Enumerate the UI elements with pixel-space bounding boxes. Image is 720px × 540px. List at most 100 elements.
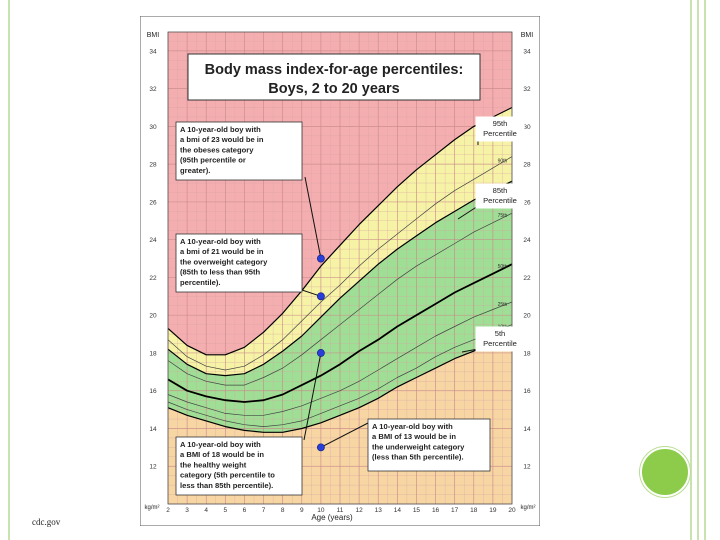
y-tick-label-right: 28 <box>523 162 531 169</box>
annotation-text: greater). <box>180 166 210 175</box>
annotation-text: the underweight category <box>372 442 465 451</box>
y-tick-label-left: 12 <box>149 464 157 471</box>
y-tick-label-right: 12 <box>523 464 531 471</box>
y-tick-label-left: 20 <box>149 313 157 320</box>
x-tick-label: 16 <box>432 507 440 514</box>
percentile-curve-10th <box>167 324 513 427</box>
x-tick-label: 7 <box>262 507 266 514</box>
y-axis-label-left: BMI <box>147 32 160 39</box>
y-tick-label-right: 24 <box>523 237 531 244</box>
y-tick-label-left: 30 <box>149 124 157 131</box>
percentile-callout-text: Percentile <box>483 129 517 138</box>
y-tick-label-left: 34 <box>149 48 157 55</box>
annotation-leader-line <box>304 176 322 259</box>
annotation-leader-line <box>320 422 369 448</box>
x-tick-label: 13 <box>375 507 383 514</box>
x-tick-label: 15 <box>413 507 421 514</box>
y-tick-label-left: 14 <box>149 426 157 433</box>
annotation-box <box>175 121 303 181</box>
annotation-text: a BMI of 13 would be in <box>372 432 456 441</box>
percentile-callout-box <box>475 183 525 209</box>
annotation-text: the overweight category <box>180 257 268 266</box>
annotation-text: (85th to less than 95th <box>180 268 261 277</box>
x-tick-label: 20 <box>508 507 516 514</box>
y-tick-label-left: 24 <box>149 237 157 244</box>
slide-frame-line-2 <box>697 0 699 540</box>
x-tick-label: 9 <box>300 507 304 514</box>
annotation-text: less than 85th percentile). <box>180 481 273 490</box>
x-tick-label: 11 <box>337 507 344 514</box>
y-tick-label-right: 22 <box>523 275 531 282</box>
example-markers <box>316 254 325 452</box>
annotation-text: a bmi of 21 would be in <box>180 247 264 256</box>
percentile-callout-text: Percentile <box>483 339 517 348</box>
plot-border <box>167 31 513 505</box>
x-tick-label: 5 <box>224 507 228 514</box>
y-tick-label-left: 28 <box>149 162 157 169</box>
annotation-text: the obeses category <box>180 145 254 154</box>
y-tick-label-left: 22 <box>149 275 157 282</box>
percentile-callout-text: 95th <box>493 119 508 128</box>
y-tick-label-right: 26 <box>523 199 531 206</box>
example-marker-point <box>316 254 325 263</box>
percentile-curve-25th <box>167 301 513 416</box>
percentile-callout-box <box>475 326 525 352</box>
annotation-text: a BMI of 18 would be in <box>180 450 264 459</box>
annotation-text: (less than 5th percentile). <box>372 453 464 462</box>
x-tick-label: 19 <box>489 507 497 514</box>
percentile-callout-text: Percentile <box>483 196 517 205</box>
x-tick-label: 17 <box>451 507 459 514</box>
curve-label: 25th <box>498 302 508 308</box>
percentile-curve-50th <box>167 263 513 403</box>
annotation-text: a bmi of 23 would be in <box>180 135 264 144</box>
y-tick-label-right: 30 <box>523 124 531 131</box>
slide-frame-line-left <box>8 0 10 540</box>
curve-label: 90th <box>498 158 508 164</box>
chart-subtitle: Boys, 2 to 20 years <box>268 81 399 97</box>
slide-nav-dot[interactable] <box>640 447 690 497</box>
annotation-box <box>175 436 303 496</box>
percentile-curve-5th <box>167 335 513 433</box>
percentile-curve-95th <box>167 106 513 356</box>
percentile-callout-text: 5th <box>495 329 506 338</box>
annotation-text: A 10-year-old boy with <box>180 237 261 246</box>
percentile-leader-line <box>457 205 479 220</box>
title-box: Body mass index-for-age percentiles: Boy… <box>187 53 481 101</box>
x-tick-label: 12 <box>355 507 363 514</box>
y-tick-label-left: 32 <box>149 86 157 93</box>
y-tick-label-right: 32 <box>523 86 531 93</box>
annotation-text: A 10-year-old boy with <box>180 125 261 134</box>
annotation-text: the healthy weight <box>180 460 247 469</box>
annotation-text: (95th percentile or <box>180 156 246 165</box>
annotation-text: A 10-year-old boy with <box>180 440 261 449</box>
annotation-box <box>175 233 303 293</box>
example-marker-point <box>316 443 325 452</box>
example-marker-point <box>316 349 325 357</box>
y-tick-label-right: 18 <box>523 350 531 357</box>
y-tick-label-right: 16 <box>523 388 531 395</box>
x-tick-label: 14 <box>394 507 402 514</box>
x-tick-label: 2 <box>166 507 170 514</box>
x-tick-label: 3 <box>185 507 189 514</box>
percentile-callout-box <box>475 116 525 142</box>
annotation-text: percentile). <box>180 278 221 287</box>
y-axis-label-right: BMI <box>521 32 534 39</box>
x-axis-label: Age (years) <box>311 513 353 522</box>
annotation-text: A 10-year-old boy with <box>372 422 453 431</box>
x-tick-label: 18 <box>470 507 478 514</box>
source-caption: cdc.gov <box>32 517 61 527</box>
y-tick-label-left: 16 <box>149 388 157 395</box>
chart-title: Body mass index-for-age percentiles: <box>205 62 464 78</box>
annotation-box <box>367 418 491 472</box>
y-tick-label-right: 34 <box>523 48 531 55</box>
x-tick-label: 8 <box>281 507 285 514</box>
x-tick-label: 4 <box>204 507 208 514</box>
slide-frame-line-1 <box>690 0 692 540</box>
annotation-leader-line <box>303 352 322 441</box>
y-tick-label-right: 20 <box>523 313 531 320</box>
percentile-curve-75th <box>167 212 513 386</box>
example-marker-point <box>316 292 325 301</box>
percentile-curve-85th <box>167 180 513 377</box>
